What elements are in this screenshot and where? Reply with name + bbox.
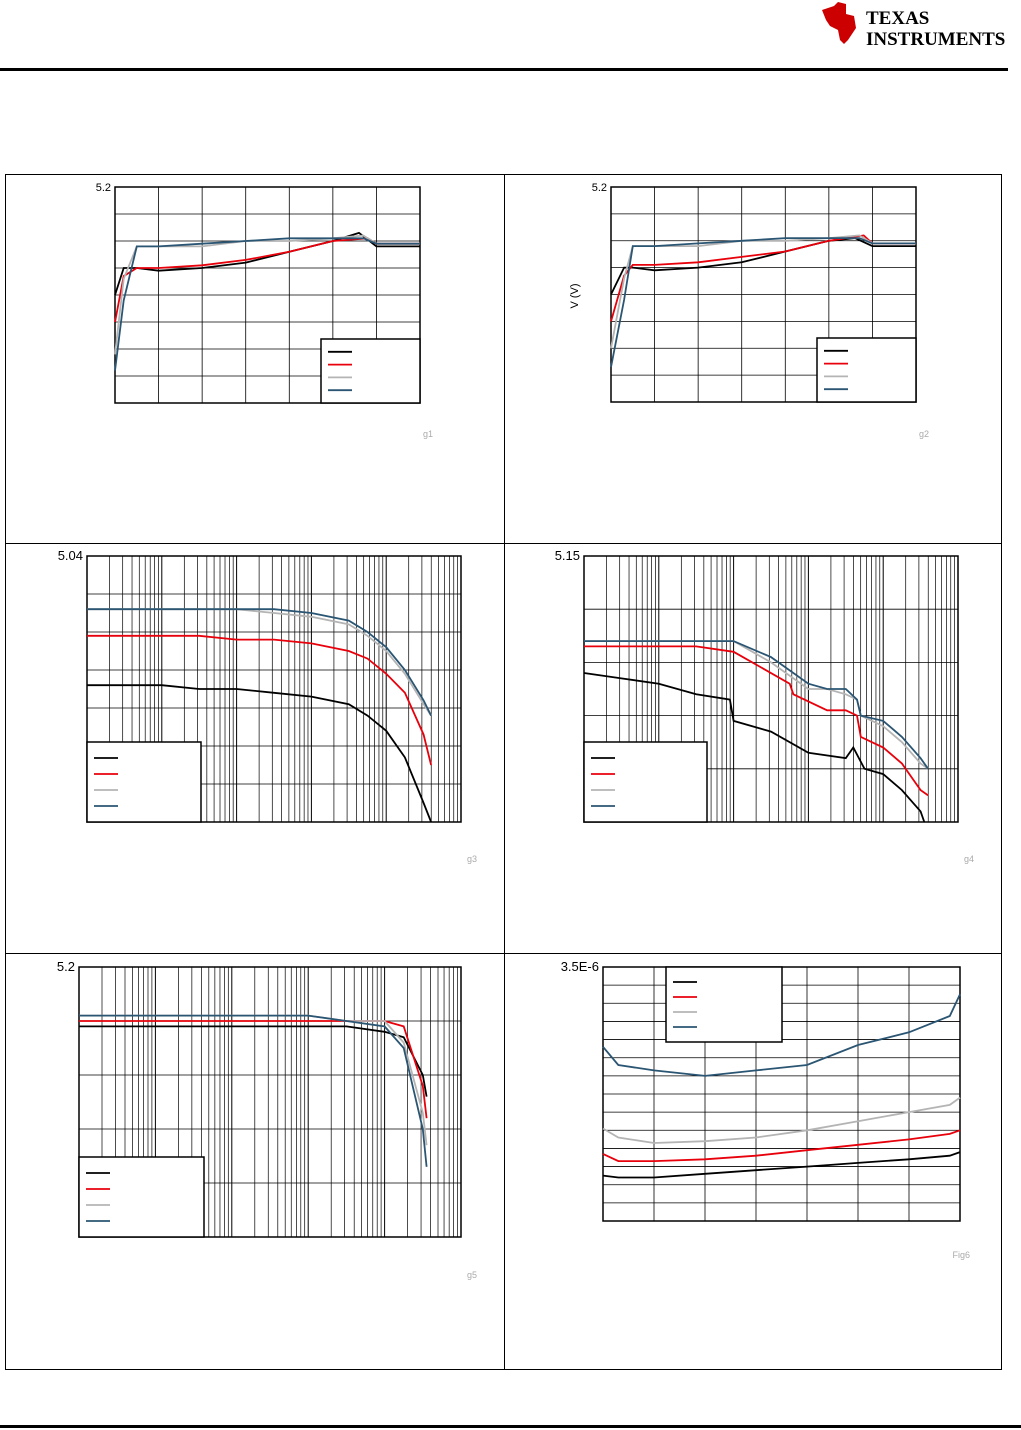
series-line-2 [602,1129,961,1162]
chart-g5: 5.2 g5 [57,959,477,1280]
ti-state-icon [822,2,856,44]
series-line-3 [610,234,916,349]
series-line-1 [583,672,926,823]
chart-g1: 5.2 g1 [96,182,433,439]
y-axis-label: V (V) [569,283,581,308]
series-line-2 [87,634,432,766]
series-line-4 [114,237,420,371]
series-line-1 [87,684,432,823]
figure-id-label: g1 [423,429,433,439]
series-line-3 [79,1014,428,1146]
legend-box [320,338,421,404]
figure-id-label: g3 [467,854,477,864]
figure-id-label: g4 [964,854,974,864]
legend-box [816,337,917,403]
figure-row-divider-1 [5,543,1002,544]
y-max-tick-label: 5.2 [592,182,607,194]
brand-line1: TEXAS [866,8,929,29]
y-max-tick-label: 5.15 [555,548,580,563]
header-rule [0,68,1008,71]
chart-g2: 5.2 V (V) g2 [569,182,929,439]
y-max-tick-label: 5.04 [58,548,83,563]
series-line-4 [602,993,961,1077]
series-line-2 [114,237,420,323]
series-line-4 [610,237,916,368]
figure-row-divider-2 [5,953,1002,954]
series-line-3 [602,1096,961,1144]
legend-box [86,741,202,823]
figure-table-divider [504,174,505,1370]
series-line-2 [584,645,929,797]
plot-frame [86,555,462,823]
series-line-2 [79,1020,428,1119]
series-line-1 [602,1151,961,1179]
plot-frame [78,966,462,1238]
svg-text:TEXAS: TEXAS [866,8,929,29]
brand-line2: INSTRUMENTS [866,29,1005,50]
y-max-tick-label: 5.2 [57,959,75,974]
footer-rule [0,1425,1021,1428]
figure-id-label: g2 [919,429,929,439]
series-line-2 [610,234,916,322]
texas-instruments-logo: TEXAS INSTRUMENTS [822,2,1005,50]
series-line-1 [79,1025,428,1097]
series-line-4 [79,1014,428,1167]
figure-id-label: g5 [467,1270,477,1280]
plot-frame [583,555,959,823]
legend-box [665,966,783,1043]
y-max-tick-label: 3.5E-6 [561,959,599,974]
series-line-4 [87,608,432,716]
chart-g3: 5.04 g3 [58,548,477,864]
figure-id-label: Fig6 [952,1250,970,1260]
svg-text:INSTRUMENTS: INSTRUMENTS [866,29,1005,50]
legend-box [583,741,708,823]
y-max-tick-label: 5.2 [96,182,111,194]
series-line-4 [584,640,929,770]
chart-Fig6: 3.5E-6 Fig6 [561,959,970,1260]
figure-table [5,174,1002,1370]
legend-box [78,1156,205,1238]
chart-g4: 5.15 g4 [555,548,974,864]
